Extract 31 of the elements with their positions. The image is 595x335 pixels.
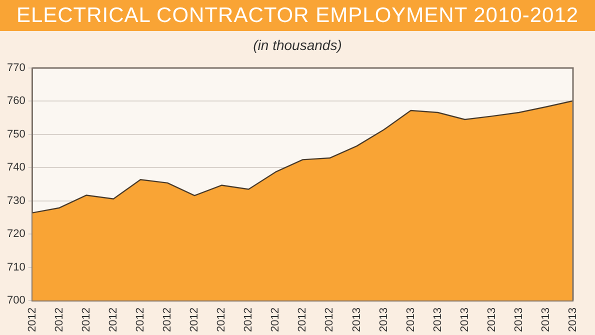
- y-tick-label: 720: [6, 228, 26, 240]
- x-tick-label: 2013: [540, 308, 552, 332]
- x-tick-label: 2012: [134, 308, 147, 332]
- x-tick-label: 2013: [350, 308, 363, 332]
- y-tick-label: 700: [6, 294, 26, 307]
- x-tick-label: 2012: [296, 308, 309, 332]
- y-tick-label: 760: [6, 95, 26, 108]
- x-tick-label: 2012: [162, 308, 174, 332]
- x-tick-label: 2012: [324, 308, 336, 332]
- y-tick-label: 740: [6, 162, 26, 174]
- y-tick-label: 730: [6, 194, 26, 207]
- y-tick-label: 770: [6, 62, 26, 74]
- x-tick-label: 2013: [404, 308, 417, 332]
- x-tick-label: 2013: [486, 308, 498, 332]
- x-tick-label: 2013: [512, 308, 525, 332]
- chart-subtitle: (in thousands): [252, 37, 343, 53]
- y-tick-label: 750: [6, 128, 26, 140]
- x-tick-label: 2012: [216, 308, 228, 332]
- x-tick-label: 2012: [107, 308, 120, 332]
- x-tick-label: 2013: [567, 308, 580, 332]
- x-tick-label: 2012: [242, 308, 255, 332]
- x-tick-label: 2012: [53, 308, 66, 332]
- x-tick-label: 2012: [80, 308, 92, 332]
- y-tick-label: 710: [6, 261, 26, 274]
- x-tick-label: 2013: [458, 308, 471, 332]
- x-tick-label: 2012: [26, 308, 38, 332]
- x-tick-label: 2012: [270, 308, 282, 332]
- x-tick-label: 2012: [188, 308, 201, 332]
- chart-title: ELECTRICAL CONTRACTOR EMPLOYMENT 2010-2012: [0, 0, 595, 31]
- x-tick-label: 2013: [432, 308, 444, 332]
- x-tick-label: 2013: [378, 308, 390, 332]
